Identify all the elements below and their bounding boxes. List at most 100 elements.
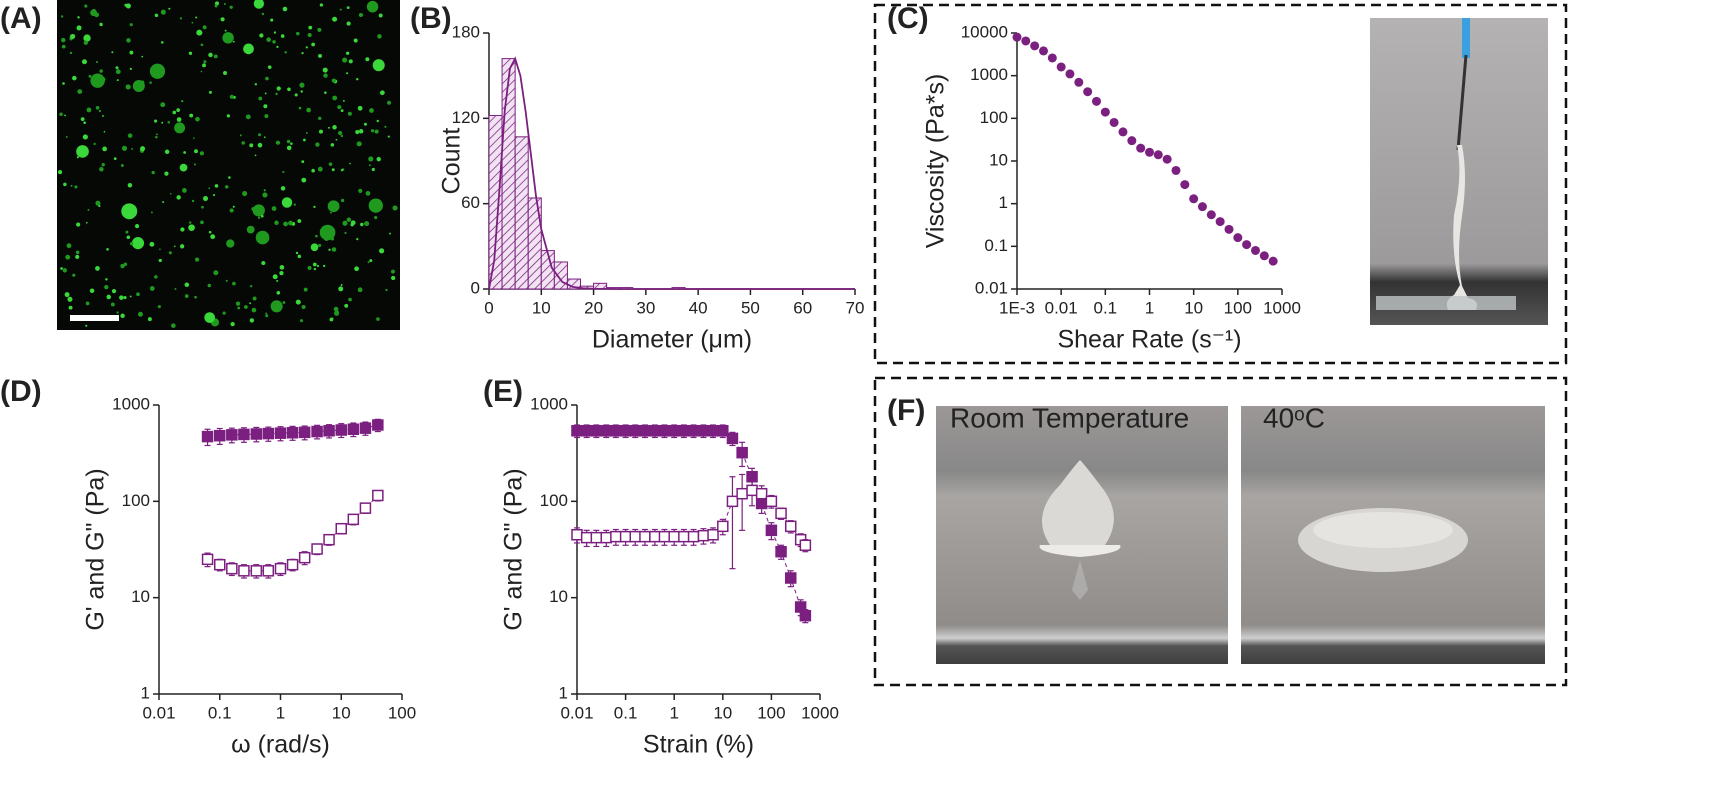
x-tick-label: 0.01	[560, 703, 593, 722]
particle	[267, 65, 272, 70]
particle	[120, 263, 125, 269]
particle	[342, 57, 348, 63]
particle	[241, 141, 245, 145]
particle	[229, 5, 233, 9]
particle	[365, 57, 370, 62]
y-tick-label: 1000	[112, 394, 150, 413]
particle	[303, 287, 308, 292]
particle	[62, 82, 65, 85]
point	[201, 553, 214, 566]
x-tick-label: 10	[332, 703, 351, 722]
point	[726, 432, 739, 445]
particle	[93, 142, 96, 146]
particle	[154, 13, 159, 18]
particle	[261, 12, 265, 16]
particle	[72, 75, 77, 81]
particle	[387, 135, 390, 138]
particle	[68, 305, 73, 310]
particle	[149, 81, 152, 84]
point	[238, 565, 250, 577]
particle	[208, 90, 212, 94]
particle	[294, 93, 298, 97]
x-tick-label: 1	[276, 703, 285, 722]
point	[784, 572, 797, 584]
particle	[249, 284, 253, 288]
point	[736, 487, 748, 500]
particle	[64, 292, 70, 298]
particle	[157, 305, 161, 309]
particle	[254, 83, 258, 86]
particle	[203, 60, 207, 64]
particle	[237, 306, 241, 310]
particle	[226, 239, 235, 248]
x-tick-label: 0.1	[614, 703, 638, 722]
particle	[356, 77, 359, 81]
point	[1171, 165, 1181, 175]
point	[298, 551, 311, 564]
point	[765, 495, 778, 508]
particle	[103, 130, 106, 133]
y-axis-label: Viscosity (Pa*s)	[922, 74, 950, 249]
micrograph	[57, 0, 400, 330]
y-tick-label: 1	[141, 683, 150, 702]
x-axis-label: Shear Rate (s⁻¹)	[1057, 326, 1241, 354]
point	[262, 565, 275, 577]
particle	[151, 170, 155, 175]
particle	[332, 95, 338, 101]
particle	[328, 162, 333, 166]
particle	[318, 116, 322, 121]
particle	[265, 312, 268, 315]
particle	[316, 264, 319, 268]
particle	[220, 17, 225, 22]
particle	[337, 105, 342, 110]
point	[250, 428, 263, 440]
y-tick-label: 0.1	[984, 236, 1008, 255]
particle	[184, 282, 190, 288]
particle	[336, 310, 339, 313]
particle	[61, 44, 66, 49]
particle	[270, 300, 283, 313]
particle	[129, 23, 133, 27]
particle	[123, 262, 128, 267]
particle	[214, 184, 219, 188]
point	[717, 520, 729, 533]
point	[1074, 77, 1084, 87]
particle	[374, 129, 379, 134]
particle	[264, 92, 267, 95]
particle	[257, 133, 262, 137]
particle	[376, 317, 380, 321]
particle	[360, 222, 364, 227]
particle	[299, 82, 305, 88]
particle	[328, 126, 330, 129]
particle	[313, 267, 317, 271]
particle	[123, 295, 127, 300]
particle	[355, 129, 360, 135]
point	[717, 425, 729, 437]
particle	[313, 205, 316, 209]
point	[1092, 96, 1102, 106]
particle	[90, 73, 105, 88]
particle	[275, 92, 278, 96]
particle	[345, 51, 350, 55]
particle	[188, 51, 193, 55]
particle	[245, 114, 251, 120]
point	[359, 502, 372, 514]
particle	[390, 275, 396, 281]
particle	[315, 142, 320, 147]
particle	[332, 16, 338, 22]
y-tick-label: 100	[540, 491, 568, 510]
particle	[132, 80, 145, 92]
point	[619, 530, 632, 543]
point	[629, 530, 642, 543]
panel-frame	[873, 376, 1568, 687]
particle	[262, 192, 268, 198]
particle	[131, 237, 145, 250]
particle	[174, 122, 186, 134]
particle	[75, 254, 80, 259]
point	[1233, 233, 1243, 243]
point	[571, 425, 583, 437]
particle	[252, 296, 257, 301]
particle	[311, 42, 315, 47]
particle	[141, 55, 144, 58]
particle	[188, 221, 192, 224]
